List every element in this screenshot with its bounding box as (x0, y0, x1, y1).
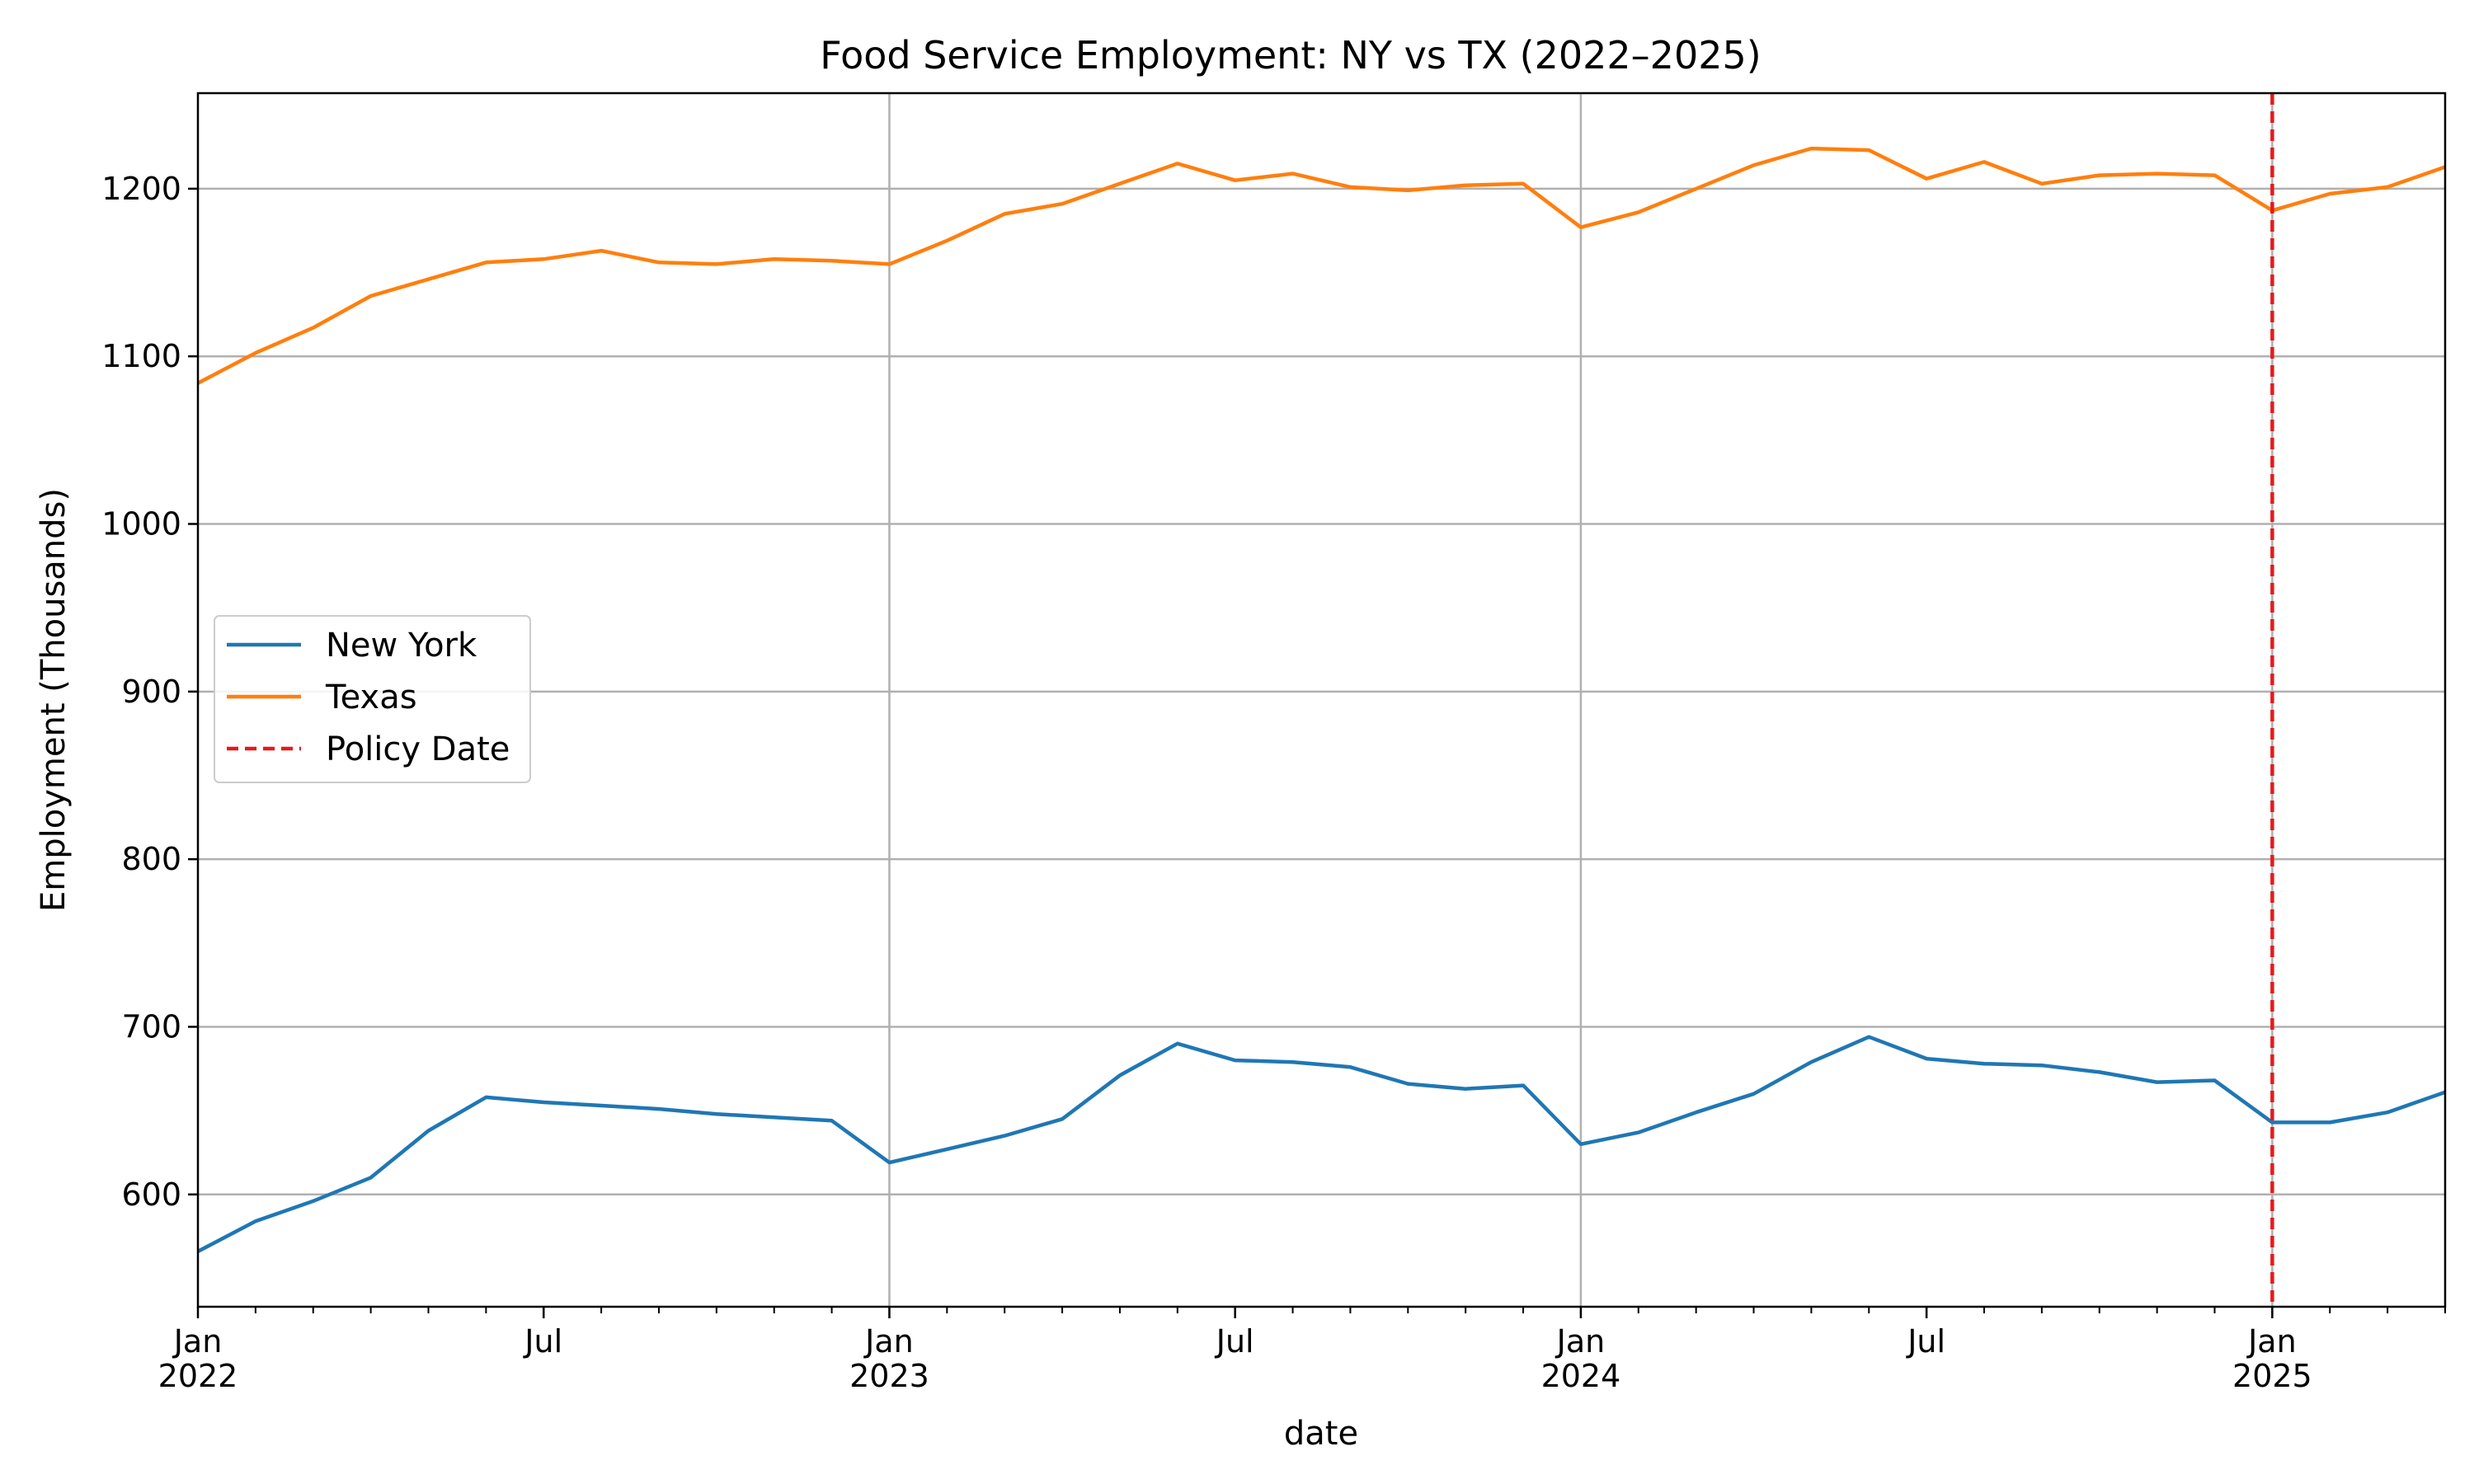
chart-title: Food Service Employment: NY vs TX (2022–… (820, 33, 1761, 77)
x-tick-year-label: 2024 (1541, 1358, 1621, 1394)
y-tick-label: 900 (121, 674, 181, 710)
x-tick-label: Jan (172, 1323, 223, 1360)
legend-label-policy-date: Policy Date (326, 730, 510, 768)
y-axis: 600 700 800 900 1000 1100 1200 (101, 171, 198, 1213)
series-lines (196, 146, 2446, 1253)
x-tick-label: Jan (2246, 1323, 2297, 1360)
x-tick-year-label: 2022 (158, 1358, 238, 1394)
y-tick-label: 1200 (101, 171, 181, 207)
y-tick-label: 600 (121, 1176, 181, 1213)
legend-label-texas: Texas (325, 679, 417, 716)
plot-frame (196, 92, 2447, 1308)
x-tick-label: Jan (1555, 1323, 1606, 1360)
y-axis-title: Employment (Thousands) (35, 488, 73, 912)
legend: New York Texas Policy Date (214, 615, 531, 783)
x-tick-year-label: 2023 (849, 1358, 929, 1394)
x-axis-title: date (1284, 1415, 1358, 1453)
x-tick-label: Jul (523, 1323, 562, 1360)
series-line-texas (196, 146, 2446, 385)
y-tick-label: 1100 (101, 338, 181, 374)
y-tick-label: 800 (121, 841, 181, 877)
legend-box (214, 615, 531, 783)
x-tick-label: Jan (863, 1323, 914, 1360)
series-line-new-york (196, 1035, 2446, 1253)
x-tick-year-label: 2025 (2232, 1358, 2312, 1394)
y-tick-label: 1000 (101, 506, 181, 542)
x-tick-label: Jul (1906, 1323, 1945, 1360)
y-tick-label: 700 (121, 1008, 181, 1045)
x-tick-label: Jul (1215, 1323, 1254, 1360)
legend-label-new-york: New York (326, 627, 477, 665)
